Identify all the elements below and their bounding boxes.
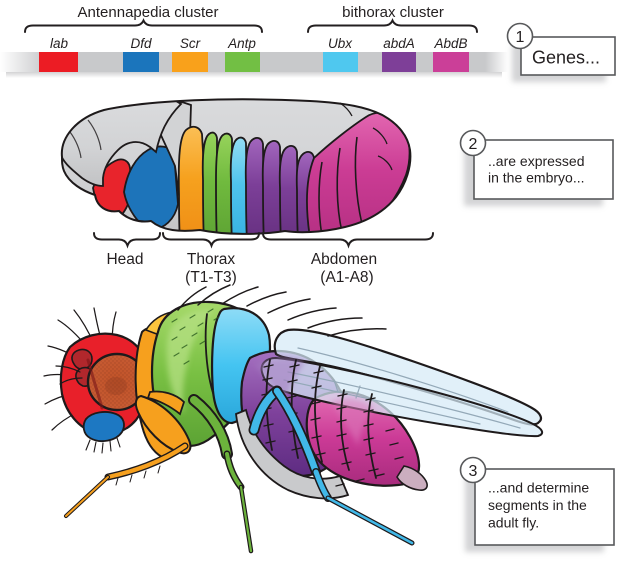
svg-text:(A1-A8): (A1-A8) <box>320 269 373 286</box>
svg-text:in the embryo...: in the embryo... <box>488 170 585 186</box>
svg-text:Scr: Scr <box>180 36 201 51</box>
svg-text:(T1-T3): (T1-T3) <box>185 269 237 286</box>
svg-text:lab: lab <box>50 36 69 51</box>
svg-text:..are expressed: ..are expressed <box>488 153 585 169</box>
svg-text:...and determine: ...and determine <box>488 480 589 496</box>
svg-text:Antp: Antp <box>227 36 256 51</box>
svg-text:Antennapedia cluster: Antennapedia cluster <box>78 4 219 21</box>
svg-text:Dfd: Dfd <box>130 36 152 51</box>
svg-text:Thorax: Thorax <box>187 251 235 268</box>
svg-text:Abdomen: Abdomen <box>311 251 377 268</box>
svg-text:1: 1 <box>516 29 525 46</box>
svg-text:Ubx: Ubx <box>328 36 353 51</box>
svg-text:segments in the: segments in the <box>488 497 587 513</box>
svg-text:adult fly.: adult fly. <box>488 515 539 531</box>
svg-text:Head: Head <box>106 251 143 268</box>
svg-text:3: 3 <box>469 463 478 480</box>
svg-text:Genes...: Genes... <box>532 48 600 68</box>
svg-text:abdA: abdA <box>383 36 415 51</box>
svg-text:2: 2 <box>469 136 478 153</box>
svg-text:AbdB: AbdB <box>433 36 467 51</box>
svg-text:bithorax cluster: bithorax cluster <box>342 4 444 21</box>
